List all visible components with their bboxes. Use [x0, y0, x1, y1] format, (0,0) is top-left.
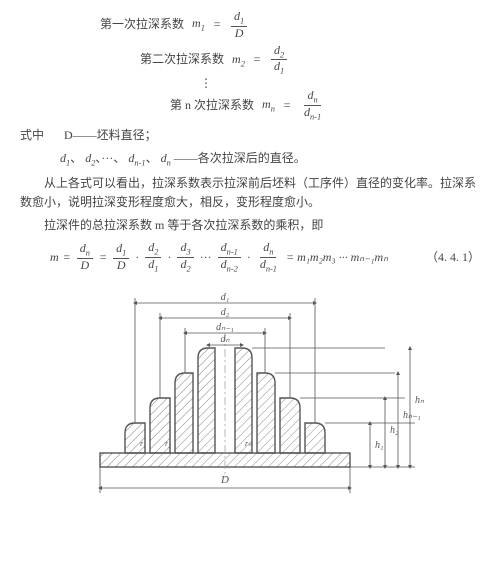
svg-text:h₁: h₁: [375, 440, 383, 451]
svg-text:hₙ: hₙ: [415, 395, 425, 406]
vdots-1: ⋮: [20, 80, 480, 87]
eq-line-n: 第 n 次拉深系数 mn = dn dn-1: [20, 89, 480, 121]
svg-text:r₁: r₁: [140, 439, 146, 448]
svg-text:d₁: d₁: [221, 292, 229, 303]
eq-sign-n: =: [283, 96, 291, 115]
eq-sign-2: =: [253, 50, 261, 69]
svg-text:dₙ₋₁: dₙ₋₁: [216, 322, 234, 333]
dim-right: h₁ h₂ hₙ₋₁ hₙ: [252, 348, 425, 467]
svg-text:hₙ₋₁: hₙ₋₁: [403, 410, 421, 421]
svg-text:d₂: d₂: [221, 307, 230, 318]
eq-line-1: 第一次拉深系数 m1 = d1 D: [20, 10, 480, 40]
where-label: 式中: [20, 126, 44, 145]
label-2: 第二次拉深系数: [140, 50, 224, 69]
label-1: 第一次拉深系数: [100, 15, 184, 34]
frac-1: d1 D: [231, 10, 247, 40]
dim-D: D: [100, 467, 350, 493]
frac-n: dn dn-1: [301, 89, 324, 121]
eq-sign-1: =: [213, 15, 221, 34]
D-def: D——坯料直径；: [64, 126, 157, 145]
mn-sym: mn: [262, 95, 275, 116]
para-1: 从上各式可以看出，拉深系数表示拉深前后坯料（工序件）直径的变化率。拉深系数愈小，…: [20, 174, 480, 212]
d-list-line: d1、 d2、···、 dn-1、 dn ——各次拉深后的直径。: [20, 149, 480, 170]
d-def-tail: ——各次拉深后的直径。: [174, 151, 306, 165]
para-2: 拉深件的总拉深系数 m 等于各次拉深系数的乘积，即: [20, 216, 480, 235]
eq-number: （4. 4. 1）: [426, 248, 480, 267]
svg-text:dₙ: dₙ: [221, 334, 231, 345]
svg-text:D: D: [220, 474, 229, 486]
deep-drawing-diagram: r₁ r₂ rₙ d₁ d₂ dₙ₋₁ dₙ h₁: [70, 283, 430, 503]
eq-line-2: 第二次拉深系数 m2 = d2 d1: [20, 44, 480, 76]
svg-text:r₂: r₂: [165, 439, 171, 448]
label-n: 第 n 次拉深系数: [170, 96, 254, 115]
where-line: 式中 D——坯料直径；: [20, 126, 480, 145]
m1-sym: m1: [192, 14, 205, 35]
svg-text:rₙ: rₙ: [245, 439, 252, 448]
m2-sym: m2: [232, 50, 245, 71]
product-equation: m = dnD = d1D· d2d1· d3d2 ··· dn-1dn-2· …: [50, 241, 480, 273]
frac-2: d2 d1: [271, 44, 287, 76]
prod-rhs: = m₁m₂m₃ ··· mₙ₋₁mₙ: [286, 248, 388, 267]
